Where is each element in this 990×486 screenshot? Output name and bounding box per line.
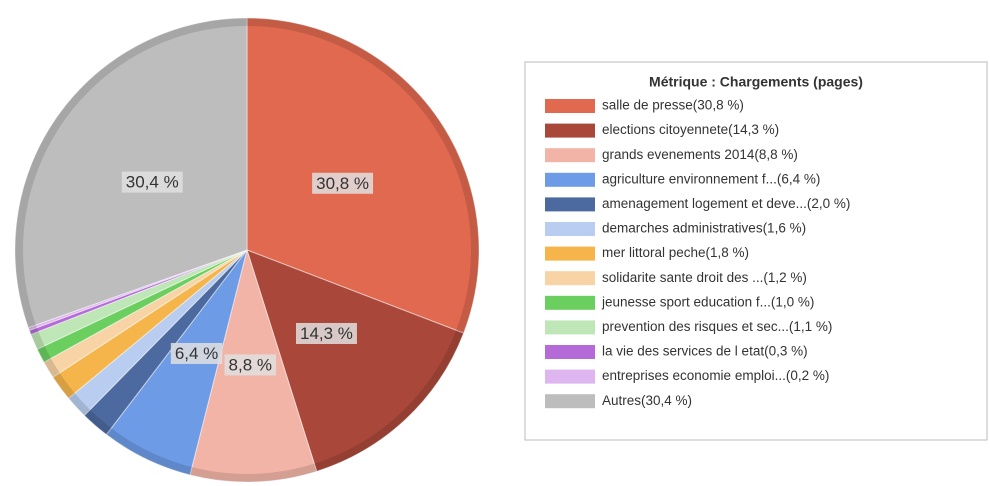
data-label: 8,8 % [224,354,277,376]
legend-swatch [545,394,595,409]
data-label-bg [121,171,183,193]
legend-label: salle de presse(30,8 %) [602,98,744,113]
data-label: 14,3 % [296,322,357,344]
legend-label: jeunesse sport education f...(1,0 %) [601,294,814,309]
legend-swatch [545,320,595,335]
legend-label: Autres(30,4 %) [602,393,692,408]
legend-swatch [545,271,595,286]
legend-label: solidarite sante droit des ...(1,2 %) [602,270,807,285]
data-label-text: 30,4 % [126,173,179,192]
data-label: 30,4 % [121,171,183,193]
legend-label: mer littoral peche(1,8 %) [602,245,749,260]
legend-swatch [545,345,595,359]
legend-box [524,61,988,441]
data-label-bg [312,172,374,194]
data-label-text: 8,8 % [229,355,272,374]
data-label-text: 6,4 % [175,344,218,363]
legend-label: elections citoyennete(14,3 %) [602,122,779,137]
legend-label: grands evenements 2014(8,8 %) [602,147,798,162]
data-label-text: 30,8 % [316,174,369,193]
legend-label: agriculture environnement f...(6,4 %) [602,171,820,186]
legend-label: la vie des services de l etat(0,3 %) [602,344,808,359]
legend-label: demarches administratives(1,6 %) [602,221,806,236]
legend-label: amenagement logement et deve...(2,0 %) [602,196,850,211]
data-label-text: 14,3 % [300,324,353,343]
pie-rim [15,18,479,482]
legend-label: prevention des risques et sec...(1,1 %) [602,319,832,334]
legend-swatch [545,369,595,384]
data-label: 6,4 % [170,342,223,364]
data-label-bg [170,342,223,364]
legend-swatch [545,295,595,310]
legend-swatch [545,99,595,113]
data-label: 30,8 % [312,172,374,194]
legend-swatch [545,246,595,261]
legend-swatch [545,197,595,212]
legend-swatch [545,123,595,138]
pie-slice [246,249,465,472]
legend-swatch [545,172,595,187]
legend-swatch [545,222,595,236]
legend-swatch [545,148,595,163]
legend-label: entreprises economie emploi...(0,2 %) [602,368,829,383]
data-label-bg [296,322,357,344]
data-label-bg [224,354,277,376]
legend-title: Métrique : Chargements (pages) [649,74,863,90]
